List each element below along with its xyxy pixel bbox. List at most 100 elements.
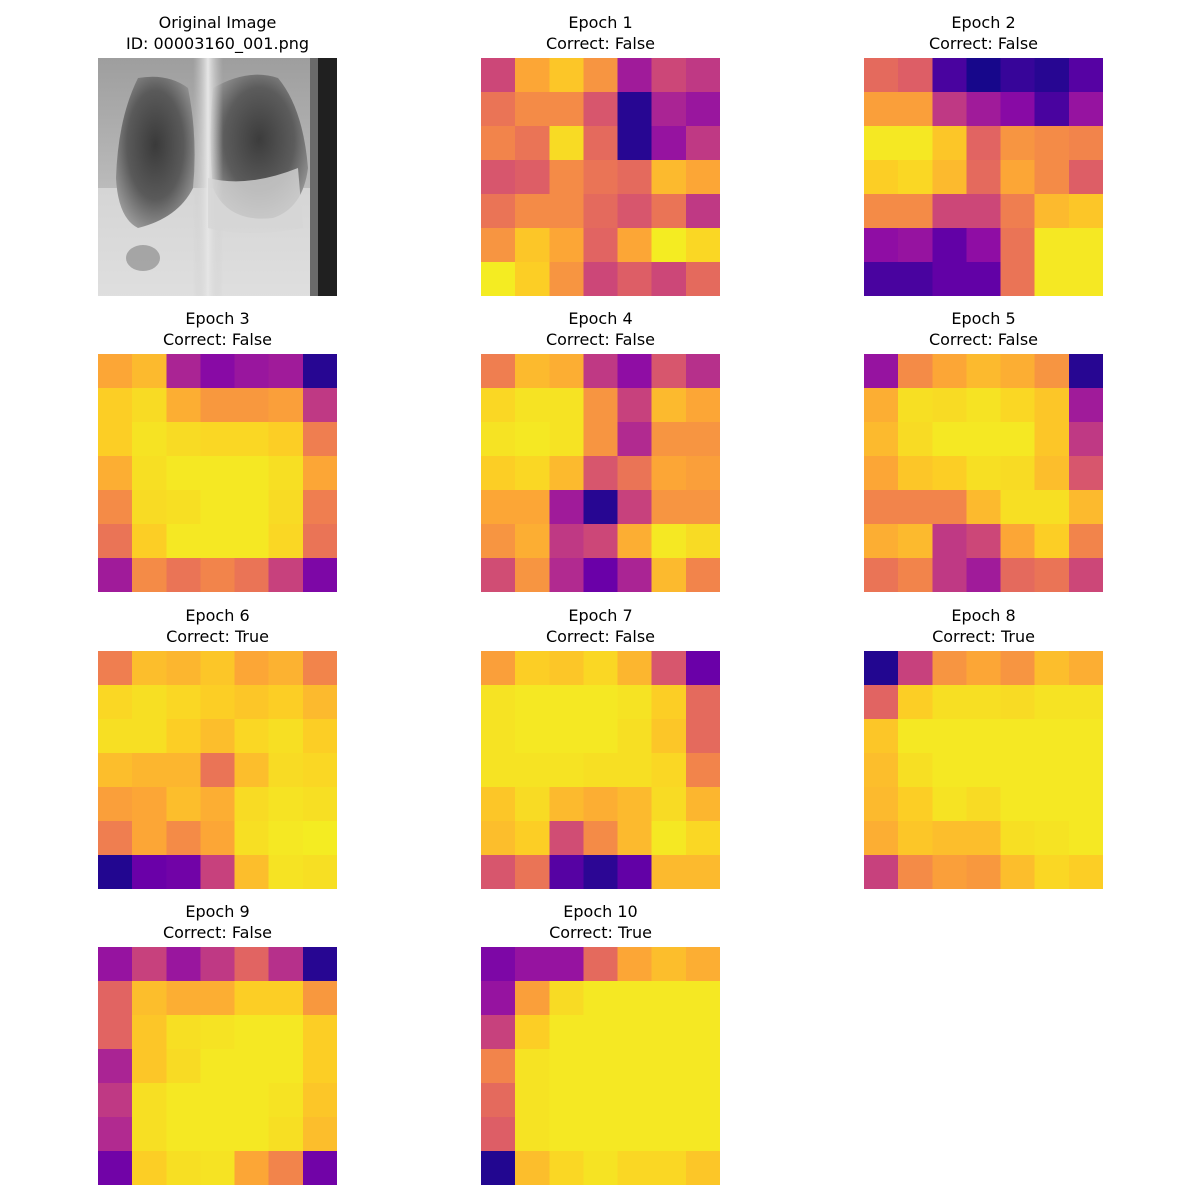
heatmap-cell [966,685,1002,720]
heatmap-cell [515,194,550,229]
heatmap-cell [1000,490,1036,525]
heatmap-cell [234,981,270,1016]
heatmap-cell [268,354,304,389]
heatmap-cell [302,821,337,856]
heatmap-cell [166,685,202,720]
correct-label: Correct: False [928,330,1039,349]
heatmap-cell [685,719,720,754]
heatmap-cell [1068,456,1103,491]
heatmap-cell [98,1049,133,1084]
heatmap-title: Epoch 8 Correct: True [824,605,1143,647]
heatmap-cell [685,194,720,229]
heatmap-cell [166,855,202,889]
epoch-label: Epoch 1 [568,13,633,32]
heatmap-cell [515,855,550,889]
heatmap-cell [932,821,968,856]
heatmap-cell [515,228,550,263]
heatmap-cell [132,855,167,889]
heatmap-cell [932,354,968,389]
heatmap-cell [651,1151,687,1185]
heatmap-cell [583,1117,619,1152]
heatmap-cell [685,92,720,127]
heatmap-cell [1000,651,1036,686]
heatmap-cell [1034,787,1070,822]
heatmap-cell [200,947,236,982]
heatmap-cell [302,490,337,525]
heatmap-cell [1000,388,1036,423]
correct-label: Correct: False [545,627,656,646]
heatmap-cell [268,558,304,592]
heatmap-cell [1068,558,1103,592]
heatmap-cell [549,126,585,161]
heatmap-cell [1068,228,1103,263]
heatmap-cell [685,1015,720,1050]
heatmap-cell [515,456,550,491]
heatmap-cell [1034,456,1070,491]
heatmap-cell [549,787,585,822]
heatmap-cell [268,456,304,491]
heatmap-cell [898,456,933,491]
heatmap-cell [932,126,968,161]
heatmap-cell [549,422,585,457]
heatmap-cell [268,1015,304,1050]
heatmap-cell [1034,92,1070,127]
heatmap-svg [481,947,720,1185]
heatmap-cell [932,422,968,457]
heatmap-cell [515,558,550,592]
heatmap-cell [898,92,933,127]
heatmap-cell [864,58,899,93]
heatmap-title: Epoch 4 Correct: False [441,308,760,350]
heatmap-cell [98,947,133,982]
heatmap-title: Epoch 5 Correct: False [824,308,1143,350]
heatmap-cell [515,1151,550,1185]
heatmap-cell [651,524,687,559]
heatmap-cell [132,685,167,720]
heatmap-cell [583,947,619,982]
heatmap-cell [898,558,933,592]
heatmap-cell [617,855,653,889]
correct-label: Correct: False [545,330,656,349]
heatmap-cell [932,92,968,127]
heatmap-cell [617,787,653,822]
heatmap-cell [302,1015,337,1050]
heatmap-cell [1034,422,1070,457]
heatmap-cell [481,753,516,788]
heatmap-cell [583,651,619,686]
heatmap-cell [132,1049,167,1084]
heatmap-cell [685,524,720,559]
heatmap-cell [864,388,899,423]
heatmap-cell [515,1015,550,1050]
epoch-label: Epoch 6 [185,606,250,625]
heatmap-cell [583,719,619,754]
heatmap-cell [898,719,933,754]
heatmap-cell [685,126,720,161]
heatmap-cell [268,422,304,457]
heatmap-cell [549,354,585,389]
heatmap-cell [549,558,585,592]
heatmap-cell [302,456,337,491]
heatmap-cell [481,719,516,754]
original-image-id: ID: 00003160_001.png [125,34,310,53]
heatmap-cell [549,855,585,889]
heatmap-cell [617,1151,653,1185]
heatmap-cell [617,160,653,195]
heatmap-cell [234,490,270,525]
heatmap-cell [515,1049,550,1084]
heatmap-cell [302,1049,337,1084]
heatmap-cell [617,456,653,491]
heatmap-cell [1000,92,1036,127]
heatmap-cell [1034,651,1070,686]
heatmap-cell [651,1117,687,1152]
heatmap-cell [1068,262,1103,296]
heatmap-cell [966,490,1002,525]
heatmap-cell [583,1151,619,1185]
heatmap-cell [234,651,270,686]
heatmap-cell [234,821,270,856]
heatmap-cell [132,947,167,982]
heatmap-cell [685,558,720,592]
heatmap-cell [1034,126,1070,161]
heatmap-cell [549,1015,585,1050]
heatmap-cell [617,719,653,754]
heatmap-cell [1034,388,1070,423]
heatmap-cell [98,1117,133,1152]
